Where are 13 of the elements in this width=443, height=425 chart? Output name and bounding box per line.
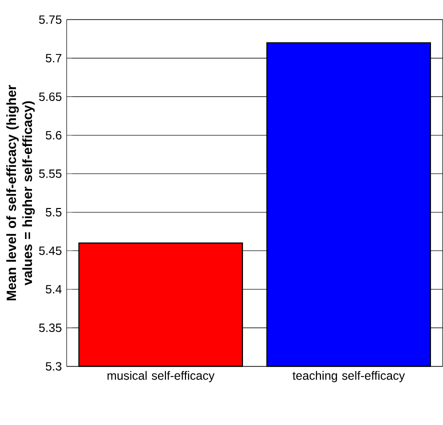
x-tick-label: teaching self-efficacy: [292, 371, 405, 382]
x-tick-label: musical self-efficacy: [108, 371, 215, 382]
y-tick-label: 5.4: [46, 285, 62, 294]
y-tick-label: 5.3: [46, 362, 62, 371]
y-tick-label: 5.75: [39, 15, 62, 24]
y-tick-label: 5.45: [39, 246, 62, 255]
y-tick-label: 5.6: [46, 130, 62, 140]
y-tick-label: 5.55: [39, 170, 62, 178]
y-tick-label: 5.5: [46, 208, 62, 216]
y-axis-title: Mean level of self-efficacy (higher values = higher self-efficacy): [6, 85, 35, 300]
y-tick-label: 5.35: [39, 324, 62, 332]
y-tick-label: 5.7: [46, 54, 62, 62]
y-tick-label: 5.65: [39, 92, 62, 101]
